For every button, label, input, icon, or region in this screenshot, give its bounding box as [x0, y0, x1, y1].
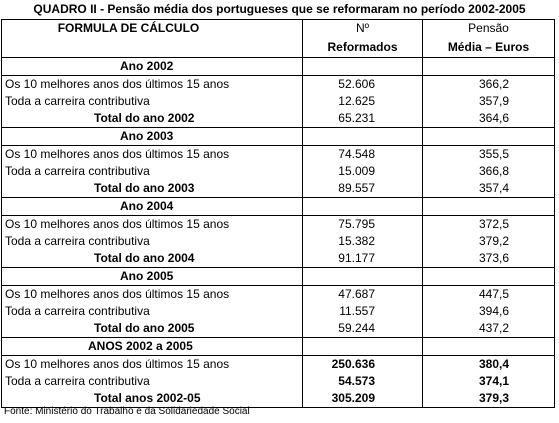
- year-header-row: Ano 2005: [1, 267, 555, 286]
- table-row: Os 10 melhores anos dos últimos 15 anos 7…: [1, 145, 555, 163]
- header-pensao-line2: Média – Euros: [422, 39, 555, 58]
- row-reformados: 47.687: [302, 285, 423, 303]
- row-reformados: 15.009: [302, 163, 423, 180]
- row-pensao: 355,5: [422, 145, 555, 163]
- row-pensao: 380,4: [422, 355, 555, 373]
- row-pensao: 366,8: [422, 163, 555, 180]
- header-row-2: Reformados Média – Euros: [1, 39, 555, 58]
- year-label: Ano 2005: [1, 267, 303, 286]
- table-title: QUADRO II - Pensão média dos portugueses…: [33, 2, 526, 16]
- year-blank-pensao: [422, 127, 555, 146]
- total-pensao: 357,4: [422, 180, 555, 198]
- row-label: Os 10 melhores anos dos últimos 15 anos: [1, 145, 303, 163]
- total-pensao: 373,6: [422, 250, 555, 268]
- row-label: Toda a carreira contributiva: [1, 373, 303, 390]
- row-label: Os 10 melhores anos dos últimos 15 anos: [1, 75, 303, 93]
- year-label: Ano 2002: [1, 57, 303, 76]
- total-label: Total do ano 2005: [1, 320, 303, 338]
- row-label: Toda a carreira contributiva: [1, 163, 303, 180]
- year-label: Ano 2003: [1, 127, 303, 146]
- row-label: Os 10 melhores anos dos últimos 15 anos: [1, 215, 303, 233]
- header-formula-blank: [1, 39, 303, 58]
- year-header-row: Ano 2003: [1, 127, 555, 146]
- row-reformados: 250.636: [302, 355, 423, 373]
- table-row: Toda a carreira contributiva 54.573 374,1: [1, 373, 555, 390]
- table-row: Toda a carreira contributiva 15.382 379,2: [1, 233, 555, 250]
- pension-table: FORMULA DE CÁLCULO Nº Pensão Reformados …: [1, 19, 555, 408]
- year-header-row: Ano 2002: [1, 57, 555, 76]
- year-blank-pensao: [422, 267, 555, 286]
- row-pensao: 447,5: [422, 285, 555, 303]
- total-reformados: 305.209: [302, 390, 423, 408]
- table-row: Os 10 melhores anos dos últimos 15 anos 5…: [1, 75, 555, 93]
- year-blank-pensao: [422, 337, 555, 356]
- year-label: Ano 2004: [1, 197, 303, 216]
- header-row: FORMULA DE CÁLCULO Nº Pensão: [1, 19, 555, 39]
- year-header-row: ANOS 2002 a 2005: [1, 337, 555, 356]
- year-label: ANOS 2002 a 2005: [1, 337, 303, 356]
- row-reformados: 15.382: [302, 233, 423, 250]
- year-blank-pensao: [422, 57, 555, 76]
- table-row: Os 10 melhores anos dos últimos 15 anos 7…: [1, 215, 555, 233]
- header-pensao-line1: Pensão: [422, 19, 555, 39]
- total-label: Total do ano 2002: [1, 110, 303, 128]
- row-reformados: 12.625: [302, 93, 423, 110]
- row-pensao: 374,1: [422, 373, 555, 390]
- row-label: Toda a carreira contributiva: [1, 233, 303, 250]
- total-label: Total do ano 2004: [1, 250, 303, 268]
- year-blank-reformados: [302, 197, 423, 216]
- total-label: Total anos 2002-05: [1, 390, 303, 408]
- row-label: Os 10 melhores anos dos últimos 15 anos: [1, 355, 303, 373]
- total-row: Total anos 2002-05 305.209 379,3: [1, 390, 555, 408]
- header-reformados-line1: Nº: [302, 19, 423, 39]
- row-reformados: 52.606: [302, 75, 423, 93]
- total-row: Total do ano 2005 59.244 437,2: [1, 320, 555, 338]
- row-label: Os 10 melhores anos dos últimos 15 anos: [1, 285, 303, 303]
- total-row: Total do ano 2003 89.557 357,4: [1, 180, 555, 198]
- year-blank-reformados: [302, 267, 423, 286]
- row-pensao: 394,6: [422, 303, 555, 320]
- total-reformados: 59.244: [302, 320, 423, 338]
- year-blank-reformados: [302, 127, 423, 146]
- row-label: Toda a carreira contributiva: [1, 93, 303, 110]
- total-row: Total do ano 2002 65.231 364,6: [1, 110, 555, 128]
- header-reformados-line2: Reformados: [302, 39, 423, 58]
- year-blank-pensao: [422, 197, 555, 216]
- row-pensao: 372,5: [422, 215, 555, 233]
- year-blank-reformados: [302, 57, 423, 76]
- row-pensao: 357,9: [422, 93, 555, 110]
- row-reformados: 11.557: [302, 303, 423, 320]
- year-blank-reformados: [302, 337, 423, 356]
- header-formula: FORMULA DE CÁLCULO: [1, 19, 303, 39]
- total-pensao: 364,6: [422, 110, 555, 128]
- table-row: Toda a carreira contributiva 11.557 394,6: [1, 303, 555, 320]
- table-row: Os 10 melhores anos dos últimos 15 anos 2…: [1, 355, 555, 373]
- year-header-row: Ano 2004: [1, 197, 555, 216]
- total-reformados: 89.557: [302, 180, 423, 198]
- table-row: Os 10 melhores anos dos últimos 15 anos 4…: [1, 285, 555, 303]
- row-reformados: 75.795: [302, 215, 423, 233]
- total-pensao: 437,2: [422, 320, 555, 338]
- table-row: Toda a carreira contributiva 15.009 366,8: [1, 163, 555, 180]
- row-pensao: 366,2: [422, 75, 555, 93]
- table-row: Toda a carreira contributiva 12.625 357,9: [1, 93, 555, 110]
- total-reformados: 65.231: [302, 110, 423, 128]
- total-row: Total do ano 2004 91.177 373,6: [1, 250, 555, 268]
- row-pensao: 379,2: [422, 233, 555, 250]
- row-label: Toda a carreira contributiva: [1, 303, 303, 320]
- total-pensao: 379,3: [422, 390, 555, 408]
- total-reformados: 91.177: [302, 250, 423, 268]
- row-reformados: 54.573: [302, 373, 423, 390]
- row-reformados: 74.548: [302, 145, 423, 163]
- source-note: Fonte: Ministério do Trabalho e da Solid…: [4, 406, 250, 417]
- total-label: Total do ano 2003: [1, 180, 303, 198]
